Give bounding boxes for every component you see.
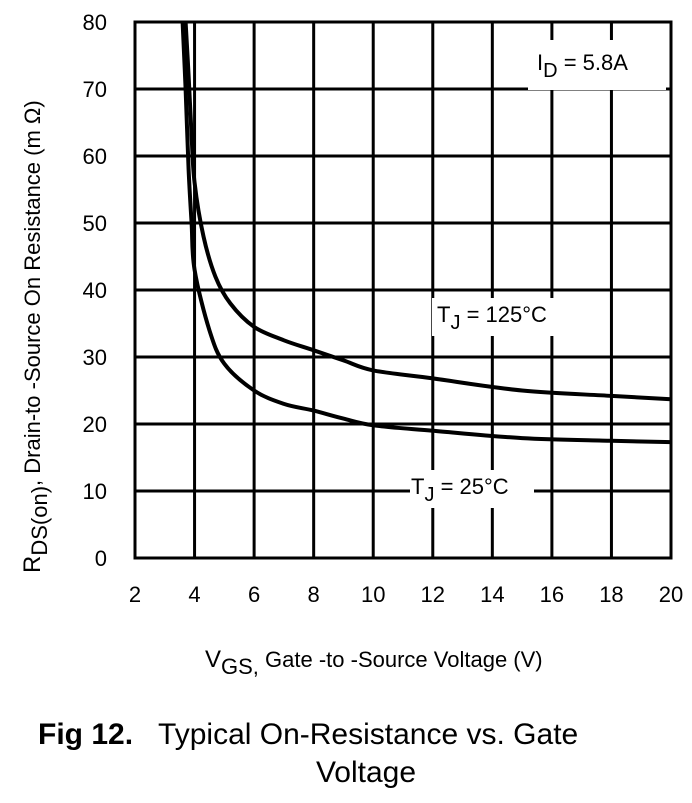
x-axis-label: VGS, Gate -to -Source Voltage (V)	[205, 646, 543, 679]
x-tick-label: 4	[188, 582, 200, 607]
y-tick-label: 50	[83, 211, 107, 236]
y-tick-label: 60	[83, 144, 107, 169]
y-tick-label: 0	[95, 546, 107, 571]
y-tick-label: 20	[83, 412, 107, 437]
y-tick-label: 10	[83, 479, 107, 504]
x-tick-label: 10	[361, 582, 385, 607]
y-tick-label: 80	[83, 10, 107, 35]
x-tick-label: 14	[480, 582, 504, 607]
x-tick-label: 12	[421, 582, 445, 607]
y-tick-label: 40	[83, 278, 107, 303]
annotation-bg	[528, 40, 666, 90]
figure-title: Typical On-Resistance vs. Gate	[158, 718, 579, 751]
series-label-25c: TJ = 25°C	[411, 474, 509, 506]
grid	[133, 20, 673, 560]
series-label-bg-25	[410, 470, 534, 508]
figure-caption-line2: Voltage	[0, 756, 692, 790]
series-line-25c	[180, 21, 672, 445]
on-resistance-chart: 2 4 6 8 10 12 14 16 18 20 0 10 20 30 40 50 60 70 80 ID = 5…	[19, 10, 684, 679]
drain-current-annotation: ID = 5.8A	[537, 50, 628, 82]
series	[180, 21, 672, 445]
tick-labels: 2 4 6 8 10 12 14 16 18 20 0 10 20 30 40 50 60 70 80	[83, 10, 684, 607]
y-axis-label: RDS(on), Drain-to -Source On Resistance …	[19, 100, 52, 573]
x-tick-label: 2	[129, 582, 141, 607]
x-tick-label: 6	[248, 582, 260, 607]
figure-caption-line1: Fig 12. Typical On-Resistance vs. Gate	[38, 718, 678, 752]
series-label-125c: TJ = 125°C	[437, 302, 547, 334]
y-tick-label: 70	[83, 77, 107, 102]
x-tick-label: 18	[599, 582, 623, 607]
figure-number: Fig 12.	[38, 718, 134, 751]
y-tick-label: 30	[83, 345, 107, 370]
x-tick-label: 8	[308, 582, 320, 607]
series-line-125c	[183, 21, 672, 402]
series-label-bg-125	[432, 298, 580, 336]
x-tick-label: 16	[540, 582, 564, 607]
figure-title-continued: Voltage	[315, 756, 417, 789]
x-tick-label: 20	[659, 582, 683, 607]
plot-frame	[133, 20, 673, 560]
